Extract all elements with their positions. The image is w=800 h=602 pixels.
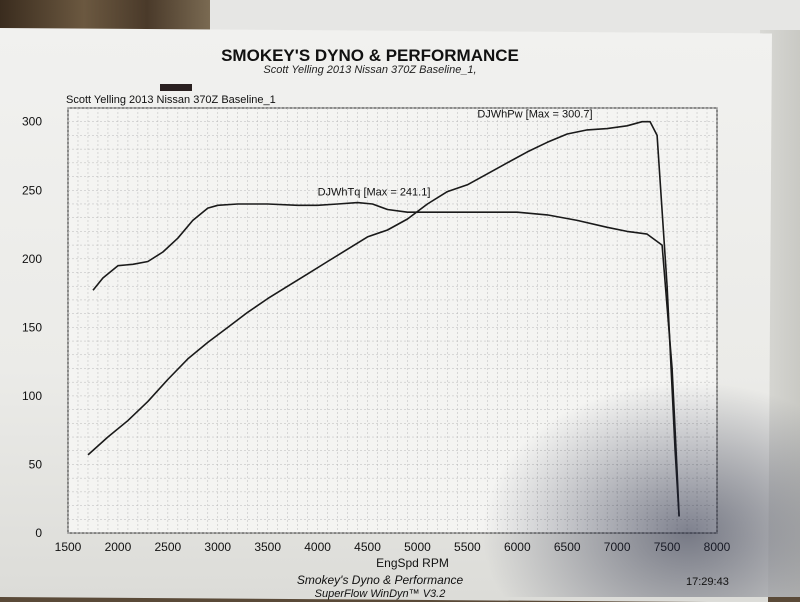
x-tick-label: 5000 xyxy=(404,540,431,554)
x-tick-label: 3500 xyxy=(254,540,281,554)
y-tick-label: 50 xyxy=(29,457,43,471)
torque-max-annotation: DJWhTq [Max = 241.1] xyxy=(318,187,431,199)
series-line-djwhpw xyxy=(87,120,680,517)
x-tick-label: 7500 xyxy=(654,540,681,554)
power-max-annotation: DJWhPw [Max = 300.7] xyxy=(477,109,592,121)
plot-area xyxy=(67,107,718,534)
wood-background xyxy=(0,0,210,32)
run-label: Scott Yelling 2013 Nissan 370Z Baseline_… xyxy=(66,94,276,106)
y-tick-label: 300 xyxy=(22,115,42,129)
footer-software: SuperFlow WinDyn™ V3.2 xyxy=(314,588,446,600)
x-tick-label: 6500 xyxy=(554,540,581,554)
x-tick-label: 5500 xyxy=(454,540,481,554)
x-tick-label: 3000 xyxy=(204,540,231,554)
y-tick-label: 150 xyxy=(22,320,42,334)
series-line-djwhtq xyxy=(92,201,680,517)
x-axis-label: EngSpd RPM xyxy=(376,556,449,570)
y-tick-label: 200 xyxy=(22,252,42,266)
y-tick-label: 250 xyxy=(22,183,42,197)
x-tick-label: 8000 xyxy=(704,540,731,554)
footer-time: 17:29:43 xyxy=(686,576,729,588)
x-tick-label: 1500 xyxy=(55,540,82,554)
run-color-swatch xyxy=(160,84,192,91)
x-tick-label: 6000 xyxy=(504,540,531,554)
x-tick-label: 2000 xyxy=(105,540,132,554)
x-tick-label: 4500 xyxy=(354,540,381,554)
y-tick-label: 100 xyxy=(22,389,42,403)
x-tick-label: 7000 xyxy=(604,540,631,554)
report-subtitle: Scott Yelling 2013 Nissan 370Z Baseline_… xyxy=(263,64,477,76)
report-title: SMOKEY'S DYNO & PERFORMANCE xyxy=(221,46,519,65)
x-tick-label: 4000 xyxy=(304,540,331,554)
y-tick-label: 0 xyxy=(35,526,42,540)
x-tick-label: 2500 xyxy=(154,540,181,554)
footer-company: Smokey's Dyno & Performance xyxy=(296,573,464,587)
